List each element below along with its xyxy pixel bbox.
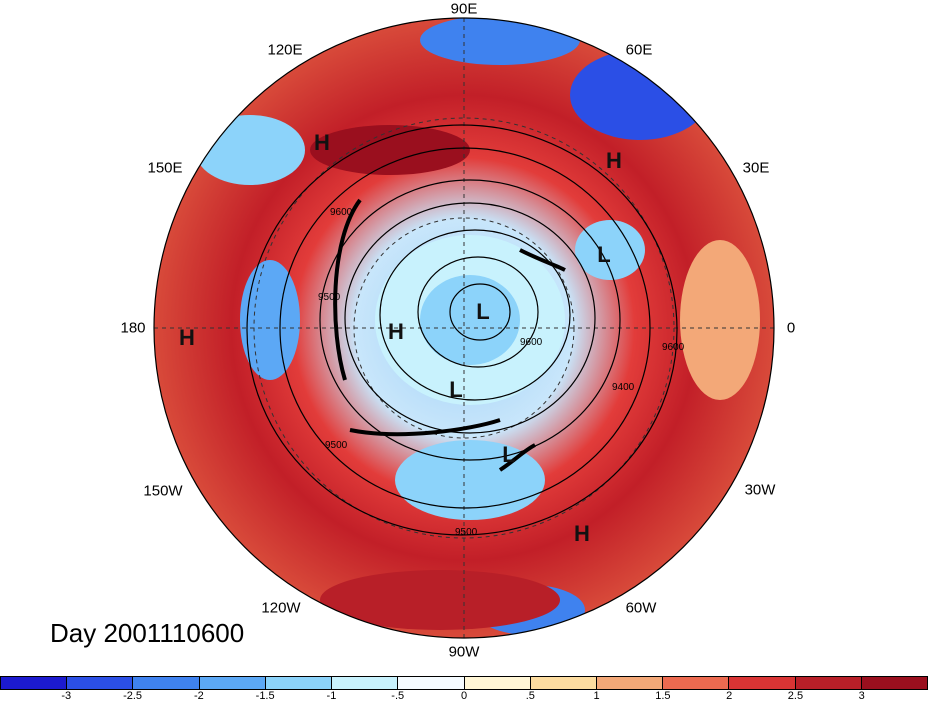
lon-label-90e: 90E	[450, 0, 478, 18]
low-pressure-marker: L	[449, 377, 463, 402]
colorbar-segment	[464, 677, 531, 689]
jet-contours	[333, 198, 566, 472]
lon-label-120w: 120W	[261, 599, 301, 617]
contour-label: 9500	[325, 440, 348, 451]
anomaly-field	[154, 18, 774, 638]
colorbar-segment	[265, 677, 333, 689]
lon-label-60w: 60W	[625, 599, 657, 617]
colorbar-segment	[795, 677, 862, 689]
colorbar-segment	[398, 677, 465, 689]
lon-label-120e: 120E	[267, 41, 303, 59]
colorbar-segment	[530, 677, 597, 689]
colorbar-tick-label: -1	[326, 690, 337, 702]
colorbar-segment	[1, 677, 68, 689]
date-title: Day 2001110600	[50, 618, 245, 648]
colorbar-tick-label: 1.5	[655, 690, 671, 702]
colorbar-segment	[663, 677, 730, 689]
low-pressure-marker: L	[476, 299, 490, 324]
contour-label: 9500	[455, 527, 478, 538]
low-pressure-marker: L	[502, 442, 516, 467]
colorbar-tick-label: 2.5	[787, 690, 804, 702]
lon-label-30e: 30E	[742, 159, 770, 177]
high-pressure-marker: H	[314, 130, 330, 155]
high-pressure-marker: H	[388, 319, 404, 344]
contour-label: 9600	[662, 342, 685, 353]
polar-stereographic-map: 9600 9500 9500 9400 9500 9600 9600	[153, 17, 775, 639]
colorbar-tick-label: -1.5	[255, 690, 275, 702]
colorbar-tick-label: 3	[858, 690, 865, 702]
colorbar-tick-label: .5	[525, 690, 535, 702]
colorbar-segment	[67, 677, 134, 689]
colorbar-segment	[133, 677, 200, 689]
high-pressure-marker: H	[606, 148, 622, 173]
lon-label-180: 180	[120, 319, 146, 337]
colorbar-tick-label: 2	[726, 690, 733, 702]
colorbar	[0, 676, 928, 690]
lon-label-150w: 150W	[143, 482, 183, 500]
graticule	[154, 18, 774, 638]
lon-label-60e: 60E	[625, 41, 653, 59]
lon-label-90w: 90W	[448, 643, 480, 661]
height-contours	[246, 124, 678, 536]
colorbar-tick-label: -2	[193, 690, 204, 702]
colorbar-tick-label: -3	[61, 690, 72, 702]
colorbar-tick-label: 1	[593, 690, 600, 702]
contour-label: 9400	[612, 382, 635, 393]
high-pressure-marker: H	[179, 325, 195, 350]
lon-label-0: 0	[786, 319, 796, 337]
lon-label-150e: 150E	[147, 159, 183, 177]
colorbar-tick-label: -2.5	[123, 690, 143, 702]
colorbar-segment	[332, 677, 399, 689]
colorbar-segment	[861, 677, 928, 689]
low-pressure-marker: L	[597, 242, 611, 267]
colorbar-segment	[729, 677, 796, 689]
colorbar-segment	[199, 677, 266, 689]
colorbar-segment	[596, 677, 664, 689]
colorbar-tick-label: -.5	[391, 690, 405, 702]
contour-labels: 9600 9500 9500 9400 9500 9600 9600	[318, 207, 685, 538]
colorbar-tick-label: 0	[460, 690, 468, 702]
lon-label-30w: 30W	[744, 481, 776, 499]
contour-label: 9500	[318, 292, 341, 303]
high-pressure-marker: H	[574, 521, 590, 546]
contour-label: 9600	[330, 207, 353, 218]
contour-label: 9600	[520, 337, 543, 348]
